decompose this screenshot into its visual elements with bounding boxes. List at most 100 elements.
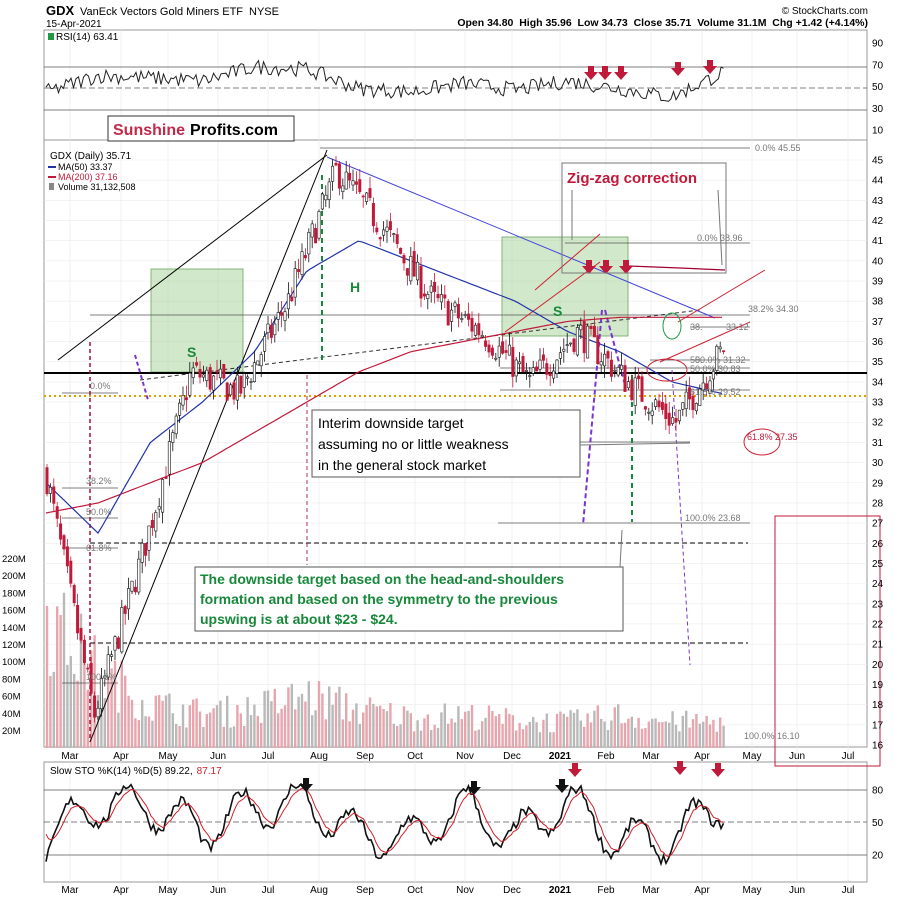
volume-bar [168,693,171,748]
candle-body [698,388,702,406]
hs-target-box [194,566,624,632]
price-tick-label: 34 [872,377,884,388]
volume-bar [542,719,545,748]
candle-body [426,294,430,299]
candle-body [395,234,399,244]
brand-sunshine: Sunshine [113,122,185,139]
volume-bar [657,722,661,748]
volume-bar [273,688,276,748]
candle-body [405,268,409,276]
volume-bar [430,729,433,748]
candle-body [191,367,195,378]
candle-body [283,311,287,321]
candle-body [613,369,617,372]
candle-body [273,323,277,336]
label-right-shoulder: S [553,303,562,319]
volume-bar [134,718,137,748]
volume-bar [280,708,283,748]
sto-legend-d: 87.17 [197,766,222,777]
candle-body [137,558,141,593]
volume-bar [107,658,110,748]
volume-bar [147,716,151,748]
fib-label-3083: 50.0% 30.83 [690,364,741,374]
ma200-flat-segment [627,265,726,271]
volume-bar [586,713,589,748]
volume-bar [304,701,307,748]
fib-label-618b: 61.8% 27.35 [747,432,798,442]
volume-bar [392,723,395,748]
volume-bar [256,715,259,748]
sto-d-line [45,787,724,858]
candle-body [562,348,566,352]
volume-bar [630,716,633,748]
volume-bar [229,727,232,748]
volume-bar [569,710,572,748]
x-tick-label: Dec [503,885,521,896]
candle-body [507,344,511,356]
volume-bar [426,714,429,748]
candle-body [582,321,586,354]
volume-tick-label: 160M [2,606,26,617]
candle-body [72,585,76,604]
x-tick-label: Jun [210,751,226,762]
rsi-tick-label: 70 [872,60,884,71]
interim-line-1: Interim downside target [318,415,464,431]
volume-bar [416,720,419,748]
volume-bar [56,606,59,748]
signal-arrows [299,60,725,795]
candle-body [222,364,226,379]
volume-bar [610,720,613,748]
volume-bar [137,720,140,748]
candle-body [439,294,443,303]
candle-body [477,323,481,336]
volume-bar [644,728,647,748]
volume-bar [324,719,327,748]
candle-body [450,309,454,322]
candle-body [344,171,348,190]
candle-body [229,384,233,396]
candle-body [375,227,379,233]
volume-bar [671,711,674,748]
x-tick-label: 2021 [549,751,572,762]
fib-label-100: 100.0% 23.68 [685,513,741,523]
header-date: 15-Apr-2021 [46,19,102,30]
candle-body [297,269,301,273]
volume-bar [130,699,134,748]
candle-body [310,223,314,238]
candle-body [538,359,542,370]
volume-bar [620,723,623,748]
price-tick-label: 40 [872,256,884,267]
volume-bar [283,705,287,748]
volume-bar [300,693,304,748]
x-tick-label: Aug [310,885,328,896]
volume-bar [440,712,443,748]
volume-bar [263,691,266,748]
x-tick-label: Jun [789,751,805,762]
x-tick-label: Aug [310,751,328,762]
candle-body [460,318,464,320]
volume-bar [185,727,188,748]
candle-body [545,363,549,375]
candle-body [677,409,681,422]
x-tick-label: Feb [597,751,615,762]
rsi-tick-label: 90 [872,39,884,50]
down-arrow-icon [299,778,313,792]
down-arrow-icon [619,260,633,274]
price-tick-label: 24 [872,579,884,590]
volume-bar [253,704,256,748]
fib-label-left-618: 61.8% [86,543,112,553]
candle-body [96,707,100,718]
candle-body [630,379,634,401]
volume-bar [552,732,555,748]
interim-line-2: assuming no or little weakness [318,436,509,452]
volume-bar [59,614,62,748]
ma200-legend: MA(200) 37.16 [58,172,118,182]
volume-bar [222,726,225,748]
candle-body [382,229,386,236]
candle-body [242,373,246,388]
volume-bar [627,718,630,748]
candle-body [586,325,590,359]
volume-tick-label: 140M [2,623,26,634]
candle-body [633,377,637,406]
volume-bar [141,700,144,748]
